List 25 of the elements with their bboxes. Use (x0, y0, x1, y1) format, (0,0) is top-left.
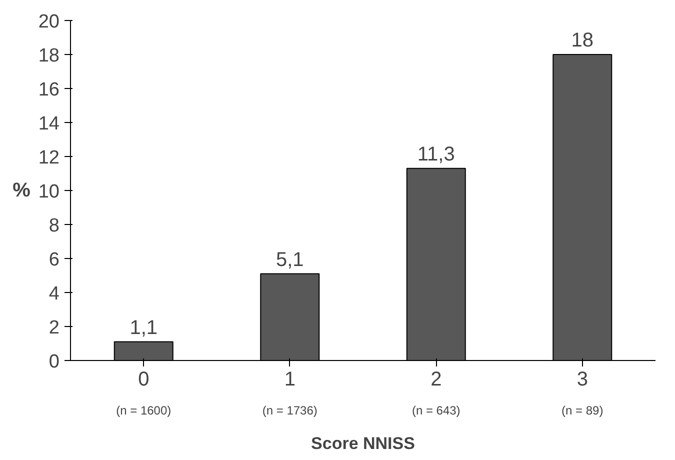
y-tick-label: 16 (38, 80, 60, 100)
y-tick-label: 12 (38, 148, 60, 168)
y-tick-label: 18 (38, 46, 60, 66)
x-axis-title: Score NNISS (311, 434, 415, 453)
x-tick-label: 2 (430, 368, 442, 390)
text: (n = 1600) (116, 403, 172, 418)
y-tick-label: 0 (48, 352, 60, 372)
y-tick-label: 8 (48, 216, 60, 236)
y-tick-label: 10 (38, 182, 60, 202)
x-tick-label: 1 (284, 368, 296, 390)
y-tick-label: 2 (48, 318, 60, 338)
x-tick-label: 3 (576, 368, 588, 390)
y-axis-title: % (12, 180, 31, 202)
data-label: 11,3 (417, 143, 455, 166)
y-tick-label: 20 (38, 12, 60, 32)
y-tick-label: 14 (38, 114, 60, 134)
data-label: 18 (571, 30, 594, 52)
text: (n = 1736) (262, 403, 318, 418)
x-tick-label: 0 (138, 368, 150, 390)
y-tick-label: 6 (48, 250, 60, 270)
text: (n = 643) (412, 403, 460, 418)
data-label: 5,1 (276, 248, 304, 271)
y-tick-label: 4 (48, 284, 60, 304)
text: (n = 89) (562, 403, 604, 418)
data-label: 1,1 (130, 316, 158, 339)
